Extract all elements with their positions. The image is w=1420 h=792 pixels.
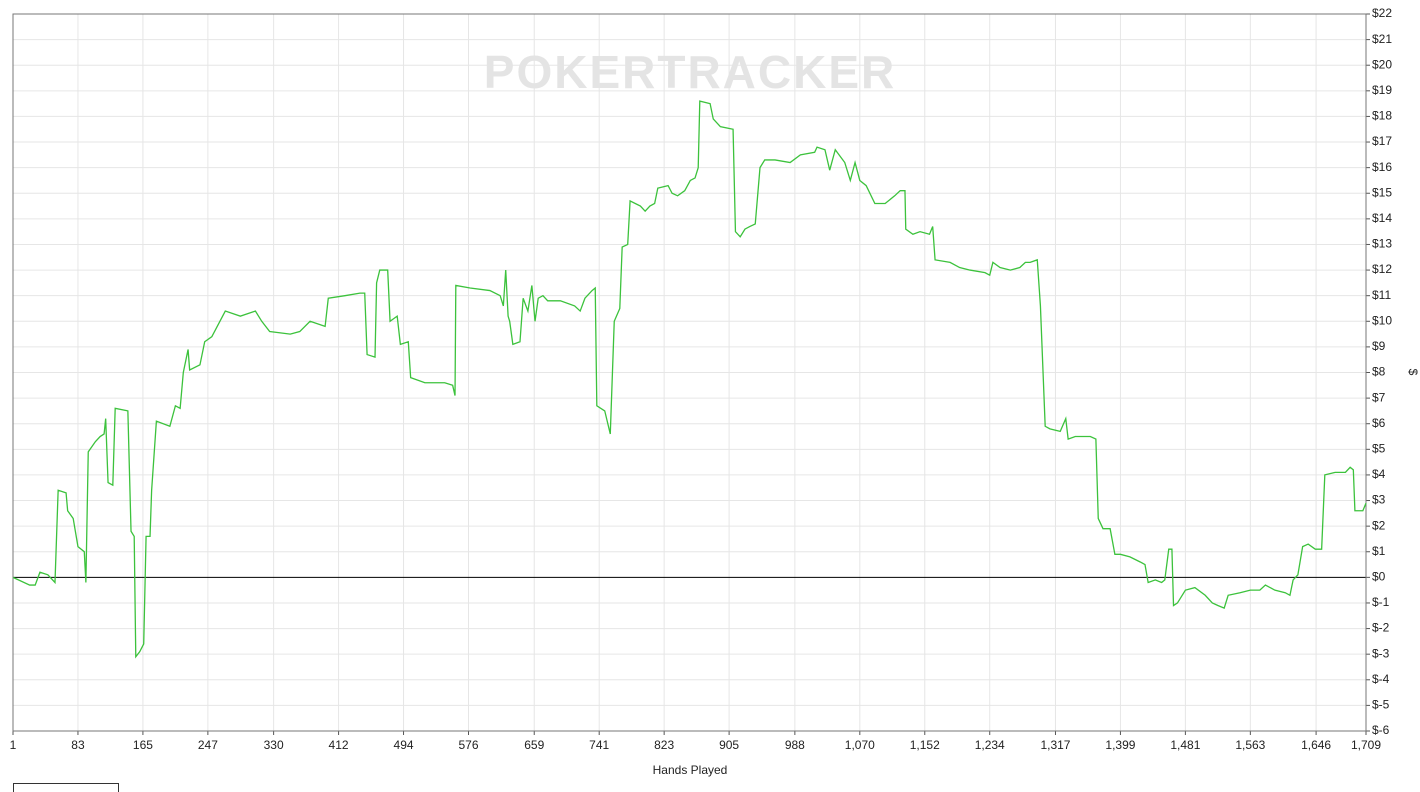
y-tick-label: $21 <box>1372 32 1392 46</box>
x-tick-label: 1,709 <box>1351 738 1381 752</box>
x-tick-label: 1,152 <box>910 738 940 752</box>
y-tick-label: $13 <box>1372 237 1392 251</box>
y-tick-label: $8 <box>1372 365 1386 379</box>
y-tick-label: $5 <box>1372 441 1386 455</box>
x-tick-label: 1,399 <box>1105 738 1135 752</box>
x-tick-label: 330 <box>264 738 284 752</box>
y-tick-label: $-1 <box>1372 595 1390 609</box>
x-tick-label: 1,563 <box>1235 738 1265 752</box>
y-tick-label: $4 <box>1372 467 1386 481</box>
x-axis-label: Hands Played <box>653 763 728 777</box>
y-tick-label: $20 <box>1372 57 1392 71</box>
y-tick-label: $19 <box>1372 83 1392 97</box>
x-tick-label: 1,646 <box>1301 738 1331 752</box>
y-tick-label: $6 <box>1372 416 1386 430</box>
y-tick-label: $17 <box>1372 134 1392 148</box>
x-tick-label: 165 <box>133 738 153 752</box>
x-tick-label: 1,234 <box>975 738 1005 752</box>
watermark: POKERTRACKER <box>484 46 896 98</box>
x-tick-label: 988 <box>785 738 805 752</box>
y-tick-label: $0 <box>1372 570 1386 584</box>
x-tick-label: 412 <box>329 738 349 752</box>
line-series <box>12 100 1367 659</box>
y-tick-label: $-5 <box>1372 698 1390 712</box>
y-tick-label: $14 <box>1372 211 1392 225</box>
y-tick-label: $3 <box>1372 493 1386 507</box>
legend-box <box>13 783 119 792</box>
y-tick-label: $1 <box>1372 544 1386 558</box>
y-tick-label: $-2 <box>1372 621 1390 635</box>
x-tick-label: 576 <box>458 738 478 752</box>
y-tick-label: $16 <box>1372 160 1392 174</box>
x-tick-label: 1,317 <box>1040 738 1070 752</box>
x-tick-label: 247 <box>198 738 218 752</box>
x-tick-label: 1,070 <box>845 738 875 752</box>
x-tick-label: 905 <box>719 738 739 752</box>
y-tick-label: $18 <box>1372 109 1392 123</box>
y-tick-label: $10 <box>1372 313 1392 327</box>
y-axis-label: $ <box>1406 369 1420 376</box>
y-tick-label: $-6 <box>1372 723 1390 737</box>
y-tick-label: $12 <box>1372 262 1392 276</box>
x-tick-label: 83 <box>71 738 85 752</box>
y-tick-label: $22 <box>1372 6 1392 20</box>
y-tick-label: $9 <box>1372 339 1386 353</box>
x-tick-label: 494 <box>394 738 414 752</box>
x-tick-label: 823 <box>654 738 674 752</box>
y-tick-label: $7 <box>1372 390 1386 404</box>
y-tick-label: $-4 <box>1372 672 1390 686</box>
x-tick-label: 741 <box>589 738 609 752</box>
plot-border <box>12 13 1367 732</box>
x-tick-label: 1 <box>10 738 17 752</box>
y-tick-label: $2 <box>1372 518 1386 532</box>
y-tick-label: $15 <box>1372 185 1392 199</box>
x-tick-label: 659 <box>524 738 544 752</box>
y-tick-label: $-3 <box>1372 646 1390 660</box>
y-tick-label: $11 <box>1372 288 1391 302</box>
x-tick-label: 1,481 <box>1170 738 1200 752</box>
